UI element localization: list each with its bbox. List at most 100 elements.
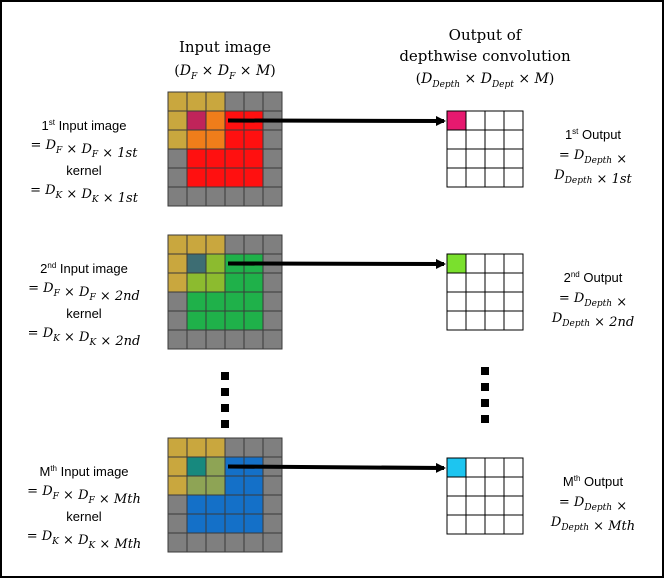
kernel-label: kernel bbox=[66, 306, 102, 321]
output-cell bbox=[484, 253, 505, 274]
input-cell bbox=[167, 148, 188, 169]
output-grid bbox=[446, 110, 524, 188]
input-title: Input image bbox=[179, 38, 271, 56]
output-cell bbox=[484, 167, 505, 188]
input-cell bbox=[243, 186, 264, 207]
input-cell bbox=[205, 494, 226, 515]
output-cell bbox=[503, 167, 524, 188]
input-cell bbox=[167, 234, 188, 255]
output-cell bbox=[465, 272, 486, 293]
output-cell bbox=[503, 272, 524, 293]
kernel-equation: = DK × DK × Mth bbox=[27, 529, 142, 552]
input-cell bbox=[186, 234, 207, 255]
input-cell bbox=[243, 437, 264, 458]
output-cell bbox=[484, 310, 505, 331]
input-cell bbox=[262, 437, 283, 458]
input-cell bbox=[262, 272, 283, 293]
output-title-line1: Output of bbox=[449, 26, 523, 44]
input-cell bbox=[262, 329, 283, 350]
input-cell bbox=[186, 475, 207, 496]
output-cell bbox=[484, 129, 505, 150]
input-cell bbox=[224, 513, 245, 534]
input-cell bbox=[262, 310, 283, 331]
output-grid bbox=[446, 253, 524, 331]
input-grid bbox=[167, 91, 283, 207]
output-equation-line1: = DDepth × bbox=[559, 495, 627, 514]
input-cell bbox=[205, 532, 226, 553]
input-cell bbox=[167, 91, 188, 112]
input-cell bbox=[205, 91, 226, 112]
output-title-line2: depthwise convolution bbox=[399, 47, 571, 65]
input-cell bbox=[243, 494, 264, 515]
output-cell bbox=[465, 129, 486, 150]
input-cell bbox=[243, 148, 264, 169]
output-cell bbox=[484, 476, 505, 497]
input-cell bbox=[205, 329, 226, 350]
output-cell bbox=[503, 291, 524, 312]
output-cell bbox=[446, 148, 467, 169]
output-cell bbox=[446, 476, 467, 497]
output-cell bbox=[465, 514, 486, 535]
output-label: Mth Output bbox=[563, 474, 624, 489]
input-cell bbox=[167, 513, 188, 534]
output-dims: (DDepth × DDept × M) bbox=[416, 71, 555, 90]
output-cell bbox=[465, 291, 486, 312]
output-cell bbox=[503, 129, 524, 150]
input-cell bbox=[186, 129, 207, 150]
output-cell bbox=[484, 291, 505, 312]
output-cell bbox=[503, 514, 524, 535]
input-cell bbox=[186, 456, 207, 477]
input-cell bbox=[186, 532, 207, 553]
output-equation-line1: = DDepth × bbox=[559, 291, 627, 310]
input-cell bbox=[224, 310, 245, 331]
output-cell bbox=[465, 310, 486, 331]
input-cell bbox=[243, 310, 264, 331]
kernel-label: kernel bbox=[66, 509, 102, 524]
input-grid bbox=[167, 234, 283, 350]
output-grid bbox=[446, 457, 524, 535]
input-cell bbox=[205, 253, 226, 274]
channel-row: 1st Input image = DF × DF × 1st kernel = DK… bbox=[30, 91, 633, 207]
output-cell bbox=[484, 495, 505, 516]
output-cell bbox=[484, 148, 505, 169]
conv-arrow bbox=[227, 258, 446, 269]
output-cell bbox=[446, 291, 467, 312]
ellipsis-dot bbox=[481, 367, 489, 375]
input-cell bbox=[205, 456, 226, 477]
input-cell bbox=[262, 532, 283, 553]
input-cell bbox=[186, 186, 207, 207]
input-cell bbox=[205, 310, 226, 331]
input-cell bbox=[262, 148, 283, 169]
input-image-label: 2nd Input image bbox=[40, 261, 128, 276]
ellipsis-dot bbox=[481, 415, 489, 423]
output-equation-line2: DDepth × 2nd bbox=[551, 311, 634, 330]
input-cell bbox=[186, 167, 207, 188]
input-image-equation: = DF × DF × 1st bbox=[31, 138, 139, 161]
output-cell bbox=[446, 310, 467, 331]
output-cell bbox=[484, 110, 505, 131]
input-cell bbox=[224, 234, 245, 255]
output-cell bbox=[484, 272, 505, 293]
output-equation-line2: DDepth × Mth bbox=[550, 515, 635, 534]
ellipsis-dot bbox=[221, 388, 229, 396]
input-grid bbox=[167, 437, 283, 553]
output-equation-line1: = DDepth × bbox=[559, 148, 627, 167]
input-cell bbox=[186, 272, 207, 293]
channel-row: 2nd Input image = DF × DF × 2nd kernel = DK… bbox=[28, 234, 634, 350]
input-cell bbox=[262, 186, 283, 207]
conv-arrow bbox=[227, 462, 446, 473]
input-cell bbox=[243, 167, 264, 188]
input-cell bbox=[243, 234, 264, 255]
input-cell bbox=[167, 253, 188, 274]
output-cell bbox=[503, 253, 524, 274]
output-cell bbox=[446, 514, 467, 535]
input-cell bbox=[167, 532, 188, 553]
input-cell bbox=[167, 272, 188, 293]
input-cell bbox=[167, 129, 188, 150]
output-label: 2nd Output bbox=[564, 270, 623, 285]
input-cell bbox=[243, 329, 264, 350]
input-image-equation: = DF × DF × Mth bbox=[27, 484, 141, 507]
input-cell bbox=[262, 167, 283, 188]
output-cell bbox=[503, 110, 524, 131]
